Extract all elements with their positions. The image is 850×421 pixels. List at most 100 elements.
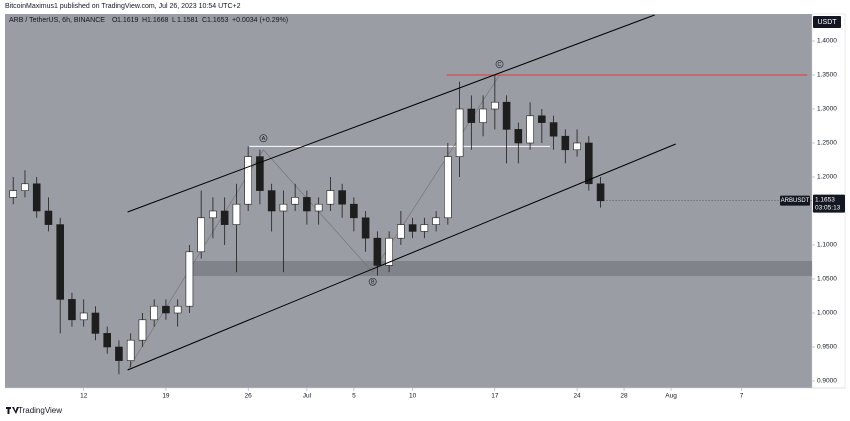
symbol-legend: ARB / TetherUS, 6h, BINANCE O 1.1619 H 1.16…: [9, 17, 288, 24]
x-tick-label: 5: [352, 393, 356, 400]
wave-marker: [495, 60, 504, 69]
candle-body: [197, 217, 205, 253]
candle-body: [232, 203, 241, 225]
candle-body: [573, 142, 581, 151]
candle-body: [56, 224, 65, 300]
wave-marker: [259, 134, 268, 143]
candle-body: [79, 312, 88, 321]
x-tick-label: 19: [162, 393, 170, 400]
symbol: ARB / TetherUS, 6h, BINANCE: [9, 17, 105, 24]
x-tick-label: 12: [80, 393, 88, 400]
candle-body: [115, 346, 123, 361]
candle-body: [397, 224, 405, 239]
candle-body: [549, 122, 558, 137]
x-tick-label: 28: [620, 393, 628, 400]
footer-logo: [6, 407, 19, 414]
last-price: 1.1653: [815, 196, 835, 203]
y-tick-label: 1.2500: [817, 140, 837, 147]
ohlc-value: 1.1668: [147, 17, 169, 24]
candle-body: [126, 339, 135, 361]
candle-body: [585, 142, 593, 185]
candle-body: [138, 319, 147, 341]
y-tick-label: 1.1000: [817, 242, 837, 249]
candle-body: [455, 108, 464, 157]
candle-body: [150, 305, 158, 321]
candle-body: [444, 156, 452, 219]
ticker: ARBUSDT: [781, 198, 810, 204]
candle-body: [596, 183, 605, 202]
candle-body: [338, 190, 346, 205]
candle-body: [479, 108, 487, 123]
candle-body: [68, 299, 76, 321]
ohlc-value: 1.1619: [117, 17, 139, 24]
candle-body: [561, 135, 570, 151]
candle-body: [303, 197, 311, 212]
candle-body: [350, 203, 358, 219]
candle-body: [21, 183, 29, 191]
y-tick-label: 1.4000: [817, 38, 837, 45]
candle-body: [209, 210, 217, 219]
candle-body: [385, 237, 393, 266]
candle-body: [408, 224, 417, 232]
candle-body: [256, 156, 264, 191]
candle-body: [538, 115, 546, 123]
currency[interactable]: USDT: [817, 19, 837, 26]
ohlc-label: O: [112, 17, 118, 24]
ohlc-value: 1.1581: [177, 17, 199, 24]
candle-body: [279, 203, 288, 212]
y-tick-label: 1.0000: [817, 310, 837, 317]
y-tick-label: 1.2000: [817, 174, 837, 181]
candle-body: [491, 101, 499, 110]
y-tick-label: 1.3500: [817, 72, 837, 79]
ohlc-value: 1.1653: [207, 17, 229, 24]
channel-lower: [127, 143, 676, 371]
price-badge: [813, 194, 845, 213]
countdown: 03:05:13: [815, 204, 841, 211]
wave-label: B: [371, 279, 375, 285]
x-tick-label: 10: [409, 393, 417, 400]
publisher: BitcoinMaximus1 published on TradingView…: [5, 3, 241, 10]
ohlc-label: C: [202, 17, 207, 24]
candle-body: [291, 197, 299, 205]
y-tick-label: 1.0500: [817, 276, 837, 283]
candle-body: [173, 305, 182, 314]
candle-body: [9, 190, 18, 198]
candle-body: [220, 210, 229, 225]
change: +0.0034 (+0.29%): [232, 17, 288, 24]
footer: TradingView: [18, 406, 62, 415]
candle-body: [420, 224, 429, 232]
y-tick-label: 1.3000: [817, 106, 837, 113]
currency-badge: [813, 16, 841, 28]
candle-body: [91, 312, 100, 334]
wave-label: C: [498, 62, 502, 68]
candle-body: [502, 101, 511, 130]
marks: 0.90000.95001.00001.05001.10001.15001.20…: [9, 14, 845, 400]
x-tick-label: 7: [740, 393, 744, 400]
wave-label: A: [262, 136, 266, 142]
candle-body: [44, 210, 53, 225]
candle-body: [432, 217, 440, 225]
ohlc-label: H: [142, 17, 147, 24]
wave-marker: [368, 277, 377, 286]
candle-body: [314, 203, 323, 212]
demand-zone: [187, 260, 813, 277]
y-tick-label: 0.9500: [817, 344, 837, 351]
x-tick-label: Aug: [665, 393, 677, 400]
candle-body: [185, 251, 194, 307]
candle-body: [162, 305, 170, 314]
candle-body: [514, 129, 523, 144]
candle-body: [373, 237, 382, 266]
candle-body: [32, 183, 41, 212]
candle-body: [467, 108, 476, 123]
plot-background: [5, 14, 812, 388]
x-tick-label: Jul: [303, 393, 312, 400]
ohlc-label: L: [172, 17, 176, 24]
candle-body: [326, 190, 335, 205]
x-tick-label: 24: [573, 393, 581, 400]
candle-body: [526, 115, 534, 144]
x-tick-label: 26: [245, 393, 253, 400]
candle-body: [361, 217, 370, 239]
candle-body: [267, 190, 276, 212]
